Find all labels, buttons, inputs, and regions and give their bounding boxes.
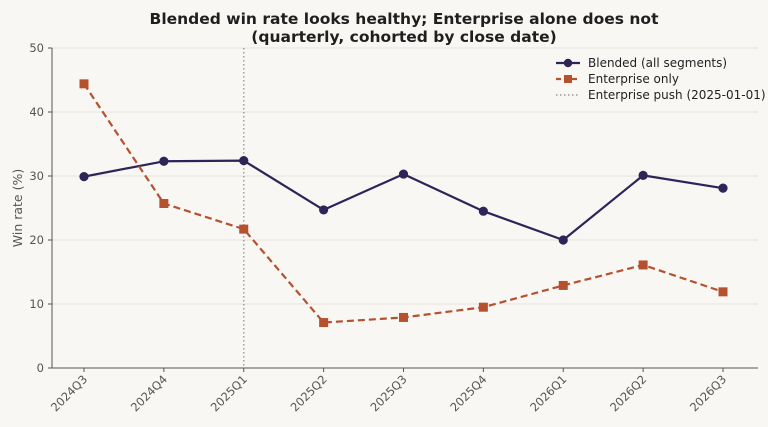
y-tick-label: 50 <box>29 41 44 55</box>
x-tick-label: 2026Q3 <box>687 372 729 414</box>
series-0 <box>79 156 728 245</box>
x-tick-label: 2025Q2 <box>288 372 330 414</box>
data-point <box>239 224 249 234</box>
data-point <box>558 280 568 290</box>
data-point <box>159 199 169 209</box>
x-tick-label: 2025Q4 <box>447 372 489 414</box>
data-point <box>478 302 488 312</box>
x-tick-label: 2024Q4 <box>128 372 170 414</box>
legend-label: Enterprise only <box>588 72 679 86</box>
series-1 <box>79 79 728 328</box>
legend-swatch-marker <box>564 75 572 83</box>
y-tick-label: 40 <box>29 105 44 119</box>
y-tick-label: 20 <box>29 233 44 247</box>
legend: Blended (all segments) Enterprise only Ent… <box>556 56 766 102</box>
x-tick-label: 2025Q1 <box>208 372 250 414</box>
x-tick-label: 2026Q2 <box>607 372 649 414</box>
chart-title: Blended win rate looks healthy; Enterpri… <box>150 10 660 46</box>
y-axis-ticks: 0 10 20 30 40 50 <box>29 41 52 375</box>
chart-title-line-2: (quarterly, cohorted by close date) <box>251 28 556 46</box>
data-point <box>558 235 568 245</box>
y-tick-label: 10 <box>29 297 44 311</box>
data-point <box>79 79 89 89</box>
legend-item: Enterprise push (2025-01-01) <box>556 88 766 102</box>
data-point <box>319 318 329 328</box>
data-point <box>159 156 169 166</box>
data-point <box>398 169 409 179</box>
y-axis-label: Win rate (%) <box>10 169 25 247</box>
data-point <box>718 287 728 297</box>
data-point <box>79 172 89 182</box>
axes <box>51 48 758 369</box>
x-axis-ticks: 2024Q3 2024Q4 2025Q1 2025Q2 2025Q3 2025Q4 2026… <box>48 368 729 414</box>
y-tick-label: 0 <box>37 361 44 375</box>
y-tick-label: 30 <box>29 169 44 183</box>
data-point <box>319 205 329 215</box>
series-layer <box>79 79 728 328</box>
data-point <box>399 312 408 322</box>
legend-label: Enterprise push (2025-01-01) <box>588 88 766 102</box>
legend-item: Blended (all segments) <box>556 56 727 70</box>
x-tick-label: 2024Q3 <box>48 372 90 414</box>
x-tick-label: 2025Q3 <box>367 372 409 414</box>
data-point <box>638 260 648 270</box>
legend-label: Blended (all segments) <box>588 56 727 70</box>
chart-title-line-1: Blended win rate looks healthy; Enterpri… <box>150 10 660 28</box>
data-point <box>478 206 488 216</box>
legend-swatch-marker <box>563 58 573 68</box>
x-tick-label: 2026Q1 <box>527 372 569 414</box>
data-point <box>239 156 249 166</box>
series-line <box>83 83 724 324</box>
legend-item: Enterprise only <box>556 72 679 86</box>
data-point <box>638 170 648 180</box>
data-point <box>718 183 728 193</box>
